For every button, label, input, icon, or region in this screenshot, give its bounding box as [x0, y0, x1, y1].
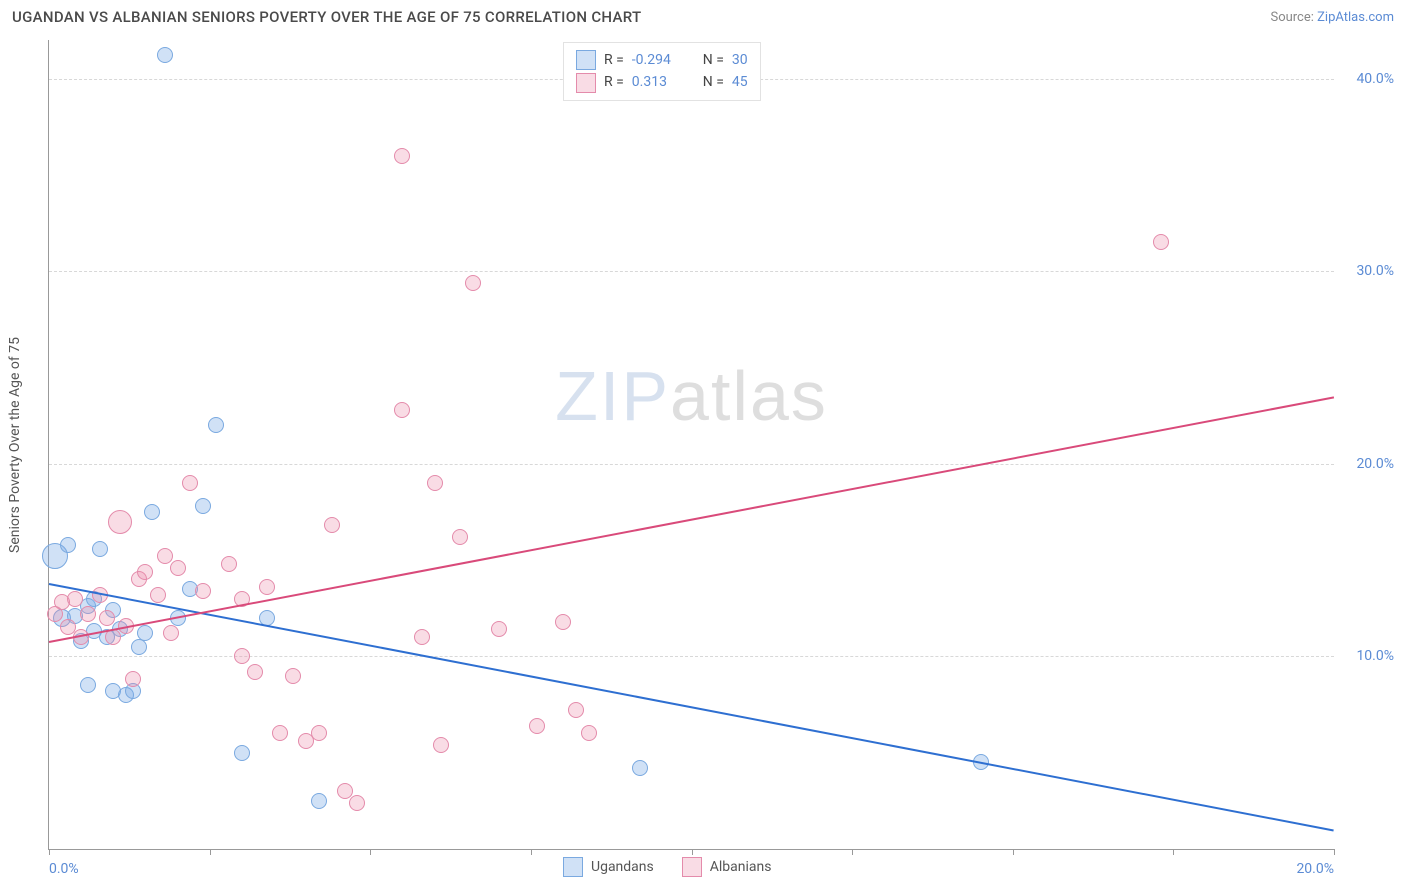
scatter-point — [234, 648, 250, 664]
scatter-point — [452, 529, 468, 545]
trend-line — [49, 583, 1334, 832]
scatter-point — [80, 677, 96, 693]
x-tick-label: 0.0% — [49, 861, 79, 877]
scatter-point — [465, 275, 481, 291]
legend-n-value: 30 — [732, 49, 748, 71]
x-tick — [370, 849, 371, 855]
y-tick-label: 20.0% — [1356, 456, 1394, 472]
scatter-point — [259, 579, 275, 595]
scatter-point — [349, 795, 365, 811]
scatter-point — [311, 725, 327, 741]
scatter-point — [157, 47, 173, 63]
legend-r-label: R = — [604, 49, 624, 71]
scatter-point — [108, 510, 132, 534]
legend-row: R = 0.313 N = 45 — [576, 71, 748, 93]
scatter-point — [324, 517, 340, 533]
legend-r-label: R = — [604, 71, 624, 93]
scatter-point — [195, 498, 211, 514]
scatter-point — [170, 560, 186, 576]
scatter-point — [555, 614, 571, 630]
scatter-point — [92, 541, 108, 557]
scatter-point — [272, 725, 288, 741]
scatter-point — [311, 793, 327, 809]
scatter-point — [99, 610, 115, 626]
series-legend-item: Ugandans — [563, 857, 654, 877]
legend-r-value: 0.313 — [632, 71, 688, 93]
scatter-point — [195, 583, 211, 599]
scatter-point — [285, 668, 301, 684]
scatter-point — [80, 606, 96, 622]
source-link[interactable]: ZipAtlas.com — [1317, 10, 1394, 25]
watermark-thin: atlas — [670, 357, 828, 435]
scatter-point — [427, 475, 443, 491]
gridline — [49, 271, 1334, 272]
scatter-point — [433, 737, 449, 753]
y-tick-label: 40.0% — [1356, 71, 1394, 87]
scatter-point — [221, 556, 237, 572]
scatter-point — [234, 745, 250, 761]
chart-header: UGANDAN VS ALBANIAN SENIORS POVERTY OVER… — [0, 0, 1406, 30]
legend-n-label: N = — [696, 71, 724, 93]
x-tick — [692, 849, 693, 855]
scatter-point — [581, 725, 597, 741]
gridline — [49, 464, 1334, 465]
plot-area: ZIPatlas 10.0%20.0%30.0%40.0%0.0%20.0%R … — [49, 40, 1334, 849]
legend-swatch — [576, 50, 596, 70]
scatter-point — [632, 760, 648, 776]
series-legend-item: Albanians — [682, 857, 772, 877]
scatter-point — [247, 664, 263, 680]
scatter-point — [67, 591, 83, 607]
legend-n-label: N = — [696, 49, 724, 71]
legend-r-value: -0.294 — [632, 49, 688, 71]
scatter-point — [394, 402, 410, 418]
legend-swatch — [563, 857, 583, 877]
y-tick-label: 30.0% — [1356, 263, 1394, 279]
chart-title: UGANDAN VS ALBANIAN SENIORS POVERTY OVER… — [12, 8, 641, 26]
series-legend-label: Albanians — [710, 859, 772, 875]
scatter-point — [150, 587, 166, 603]
watermark: ZIPatlas — [555, 356, 828, 436]
scatter-point — [182, 475, 198, 491]
series-legend-label: Ugandans — [591, 859, 654, 875]
x-tick — [531, 849, 532, 855]
legend-n-value: 45 — [732, 71, 748, 93]
scatter-point — [60, 537, 76, 553]
scatter-point — [1153, 234, 1169, 250]
legend-swatch — [576, 73, 596, 93]
series-legend: Ugandans Albanians — [563, 857, 772, 877]
scatter-point — [414, 629, 430, 645]
x-tick — [852, 849, 853, 855]
scatter-point — [529, 718, 545, 734]
scatter-point — [137, 625, 153, 641]
x-tick — [1173, 849, 1174, 855]
scatter-point — [568, 702, 584, 718]
scatter-point — [125, 671, 141, 687]
chart-container: Seniors Poverty Over the Age of 75 ZIPat… — [48, 40, 1334, 850]
trend-line — [49, 396, 1334, 643]
scatter-point — [394, 148, 410, 164]
source-prefix: Source: — [1270, 10, 1317, 25]
legend-row: R = -0.294 N = 30 — [576, 49, 748, 71]
y-tick-label: 10.0% — [1356, 648, 1394, 664]
legend-swatch — [682, 857, 702, 877]
scatter-point — [208, 417, 224, 433]
x-tick — [1013, 849, 1014, 855]
source-attribution: Source: ZipAtlas.com — [1270, 10, 1394, 25]
correlation-legend: R = -0.294 N = 30R = 0.313 N = 45 — [563, 42, 761, 101]
x-tick — [1334, 849, 1335, 855]
x-tick — [210, 849, 211, 855]
scatter-point — [491, 621, 507, 637]
y-axis-title: Seniors Poverty Over the Age of 75 — [7, 337, 23, 553]
x-tick — [49, 849, 50, 855]
scatter-point — [163, 625, 179, 641]
x-tick-label: 20.0% — [1296, 861, 1334, 877]
scatter-point — [137, 564, 153, 580]
scatter-point — [144, 504, 160, 520]
watermark-bold: ZIP — [555, 357, 670, 435]
